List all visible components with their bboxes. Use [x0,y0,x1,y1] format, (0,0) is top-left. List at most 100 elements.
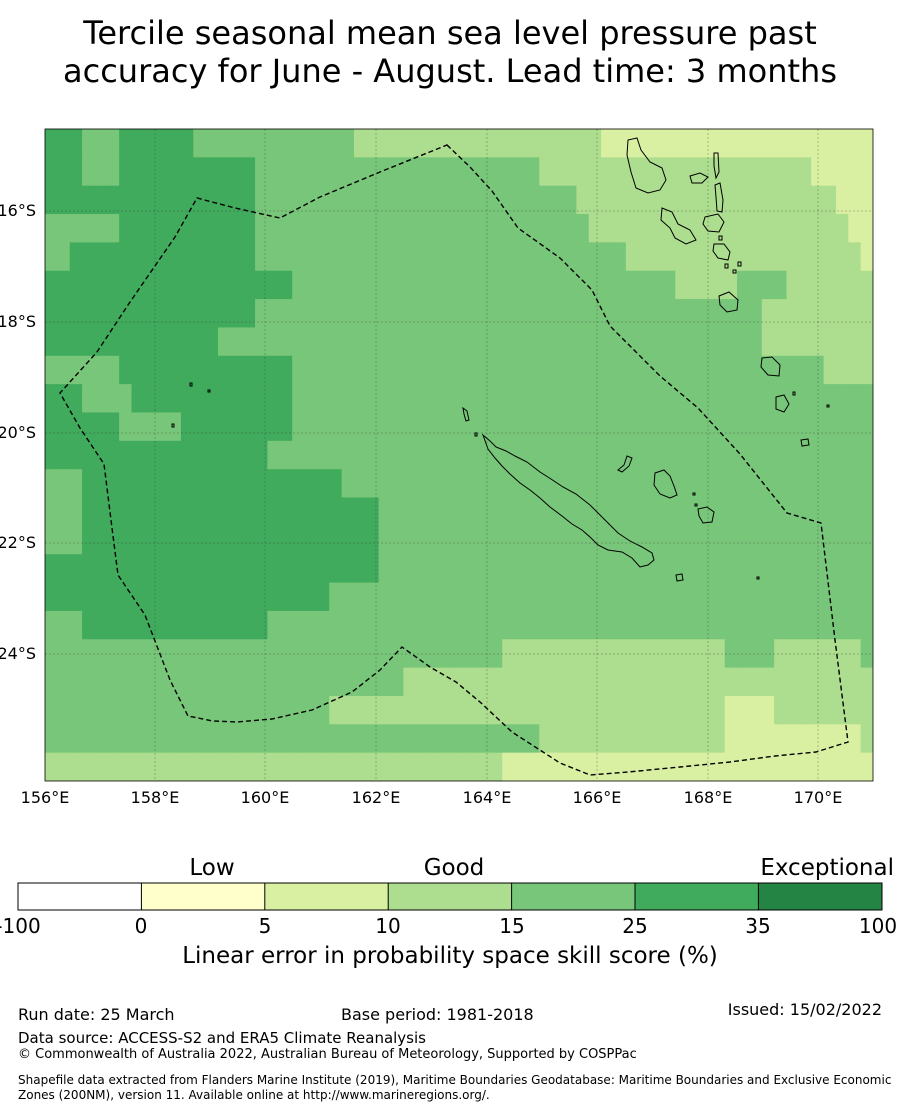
grid-cell [428,610,442,640]
grid-cell [564,440,577,470]
colorbar-segment [18,883,142,910]
grid-cell [601,299,615,329]
grid-cell [415,327,429,357]
grid-cell [205,129,219,158]
grid-cell [662,129,676,158]
grid-cell [218,270,231,300]
grid-cell [848,242,862,272]
grid-cell [119,129,133,158]
grid-cell [687,270,701,300]
grid-cell [835,270,849,300]
grid-cell [415,384,429,414]
grid-cell [749,412,763,442]
grid-cell [539,667,553,697]
grid-cell [267,639,281,669]
grid-cell [774,185,788,215]
grid-cell [428,752,442,781]
grid-cell [687,610,701,640]
grid-cell [106,610,120,640]
grid-cell [526,525,540,555]
grid-cell [823,384,837,414]
grid-cell [255,270,269,300]
grid-cell [860,525,873,555]
grid-cell [242,270,256,300]
grid-cell [539,610,553,640]
grid-cell [119,724,133,754]
grid-cell [539,497,553,527]
grid-cell [848,384,862,414]
grid-cell [489,752,503,781]
grid-cell [366,469,380,499]
grid-cell [168,412,182,442]
grid-cell [811,412,825,442]
grid-cell [551,554,565,584]
grid-cell [391,185,404,215]
grid-cell [69,610,83,640]
grid-cell [465,355,479,385]
grid-cell [193,299,207,329]
grid-cell [82,129,96,158]
grid-cell [786,384,800,414]
grid-cell [205,412,219,442]
grid-cell [774,695,788,725]
grid-cell [811,129,825,158]
grid-cell [724,157,738,187]
grid-cell [304,384,318,414]
grid-cell [168,242,182,272]
grid-cell [378,639,392,669]
grid-cell [378,440,392,470]
grid-cell [428,157,442,187]
grid-cell [601,695,615,725]
grid-cell [366,270,380,300]
grid-cell [576,440,590,470]
grid-cell [94,667,108,697]
grid-cell [440,582,454,612]
grid-cell [650,270,664,300]
grid-cell [749,695,763,725]
grid-cell [514,610,528,640]
grid-cell [180,695,194,725]
grid-cell [502,497,516,527]
grid-cell [57,157,71,187]
grid-cell [156,554,170,584]
grid-cell [230,469,244,499]
grid-cell [292,327,306,357]
grid-cell [119,639,133,669]
grid-cell [180,469,194,499]
grid-cell [588,610,602,640]
grid-cell [329,412,343,442]
grid-cell [514,497,528,527]
grid-cell [415,270,429,300]
grid-cell [526,185,540,215]
grid-cell [502,554,516,584]
grid-cell [514,185,528,215]
grid-cell [675,610,689,640]
grid-cell [576,185,590,215]
grid-cell [341,554,355,584]
grid-cell [650,440,664,470]
grid-cell [366,610,380,640]
grid-cell [724,639,738,669]
grid-cell [823,497,837,527]
grid-cell [811,355,825,385]
grid-cell [835,355,849,385]
grid-cell [156,157,170,187]
grid-cell [119,327,133,357]
grid-cell [292,440,306,470]
grid-cell [823,440,837,470]
grid-cell [403,724,417,754]
grid-cell [625,469,639,499]
grid-cell [440,752,454,781]
grid-cell [564,412,577,442]
grid-cell [180,242,194,272]
grid-cell [415,554,429,584]
grid-cell [255,752,269,781]
grid-cell [69,270,83,300]
grid-cell [613,610,627,640]
grid-cell [143,327,157,357]
grid-cell [712,129,726,158]
grid-cell [502,610,516,640]
grid-cell [588,525,602,555]
grid-cell [514,129,528,158]
grid-cell [57,667,71,697]
